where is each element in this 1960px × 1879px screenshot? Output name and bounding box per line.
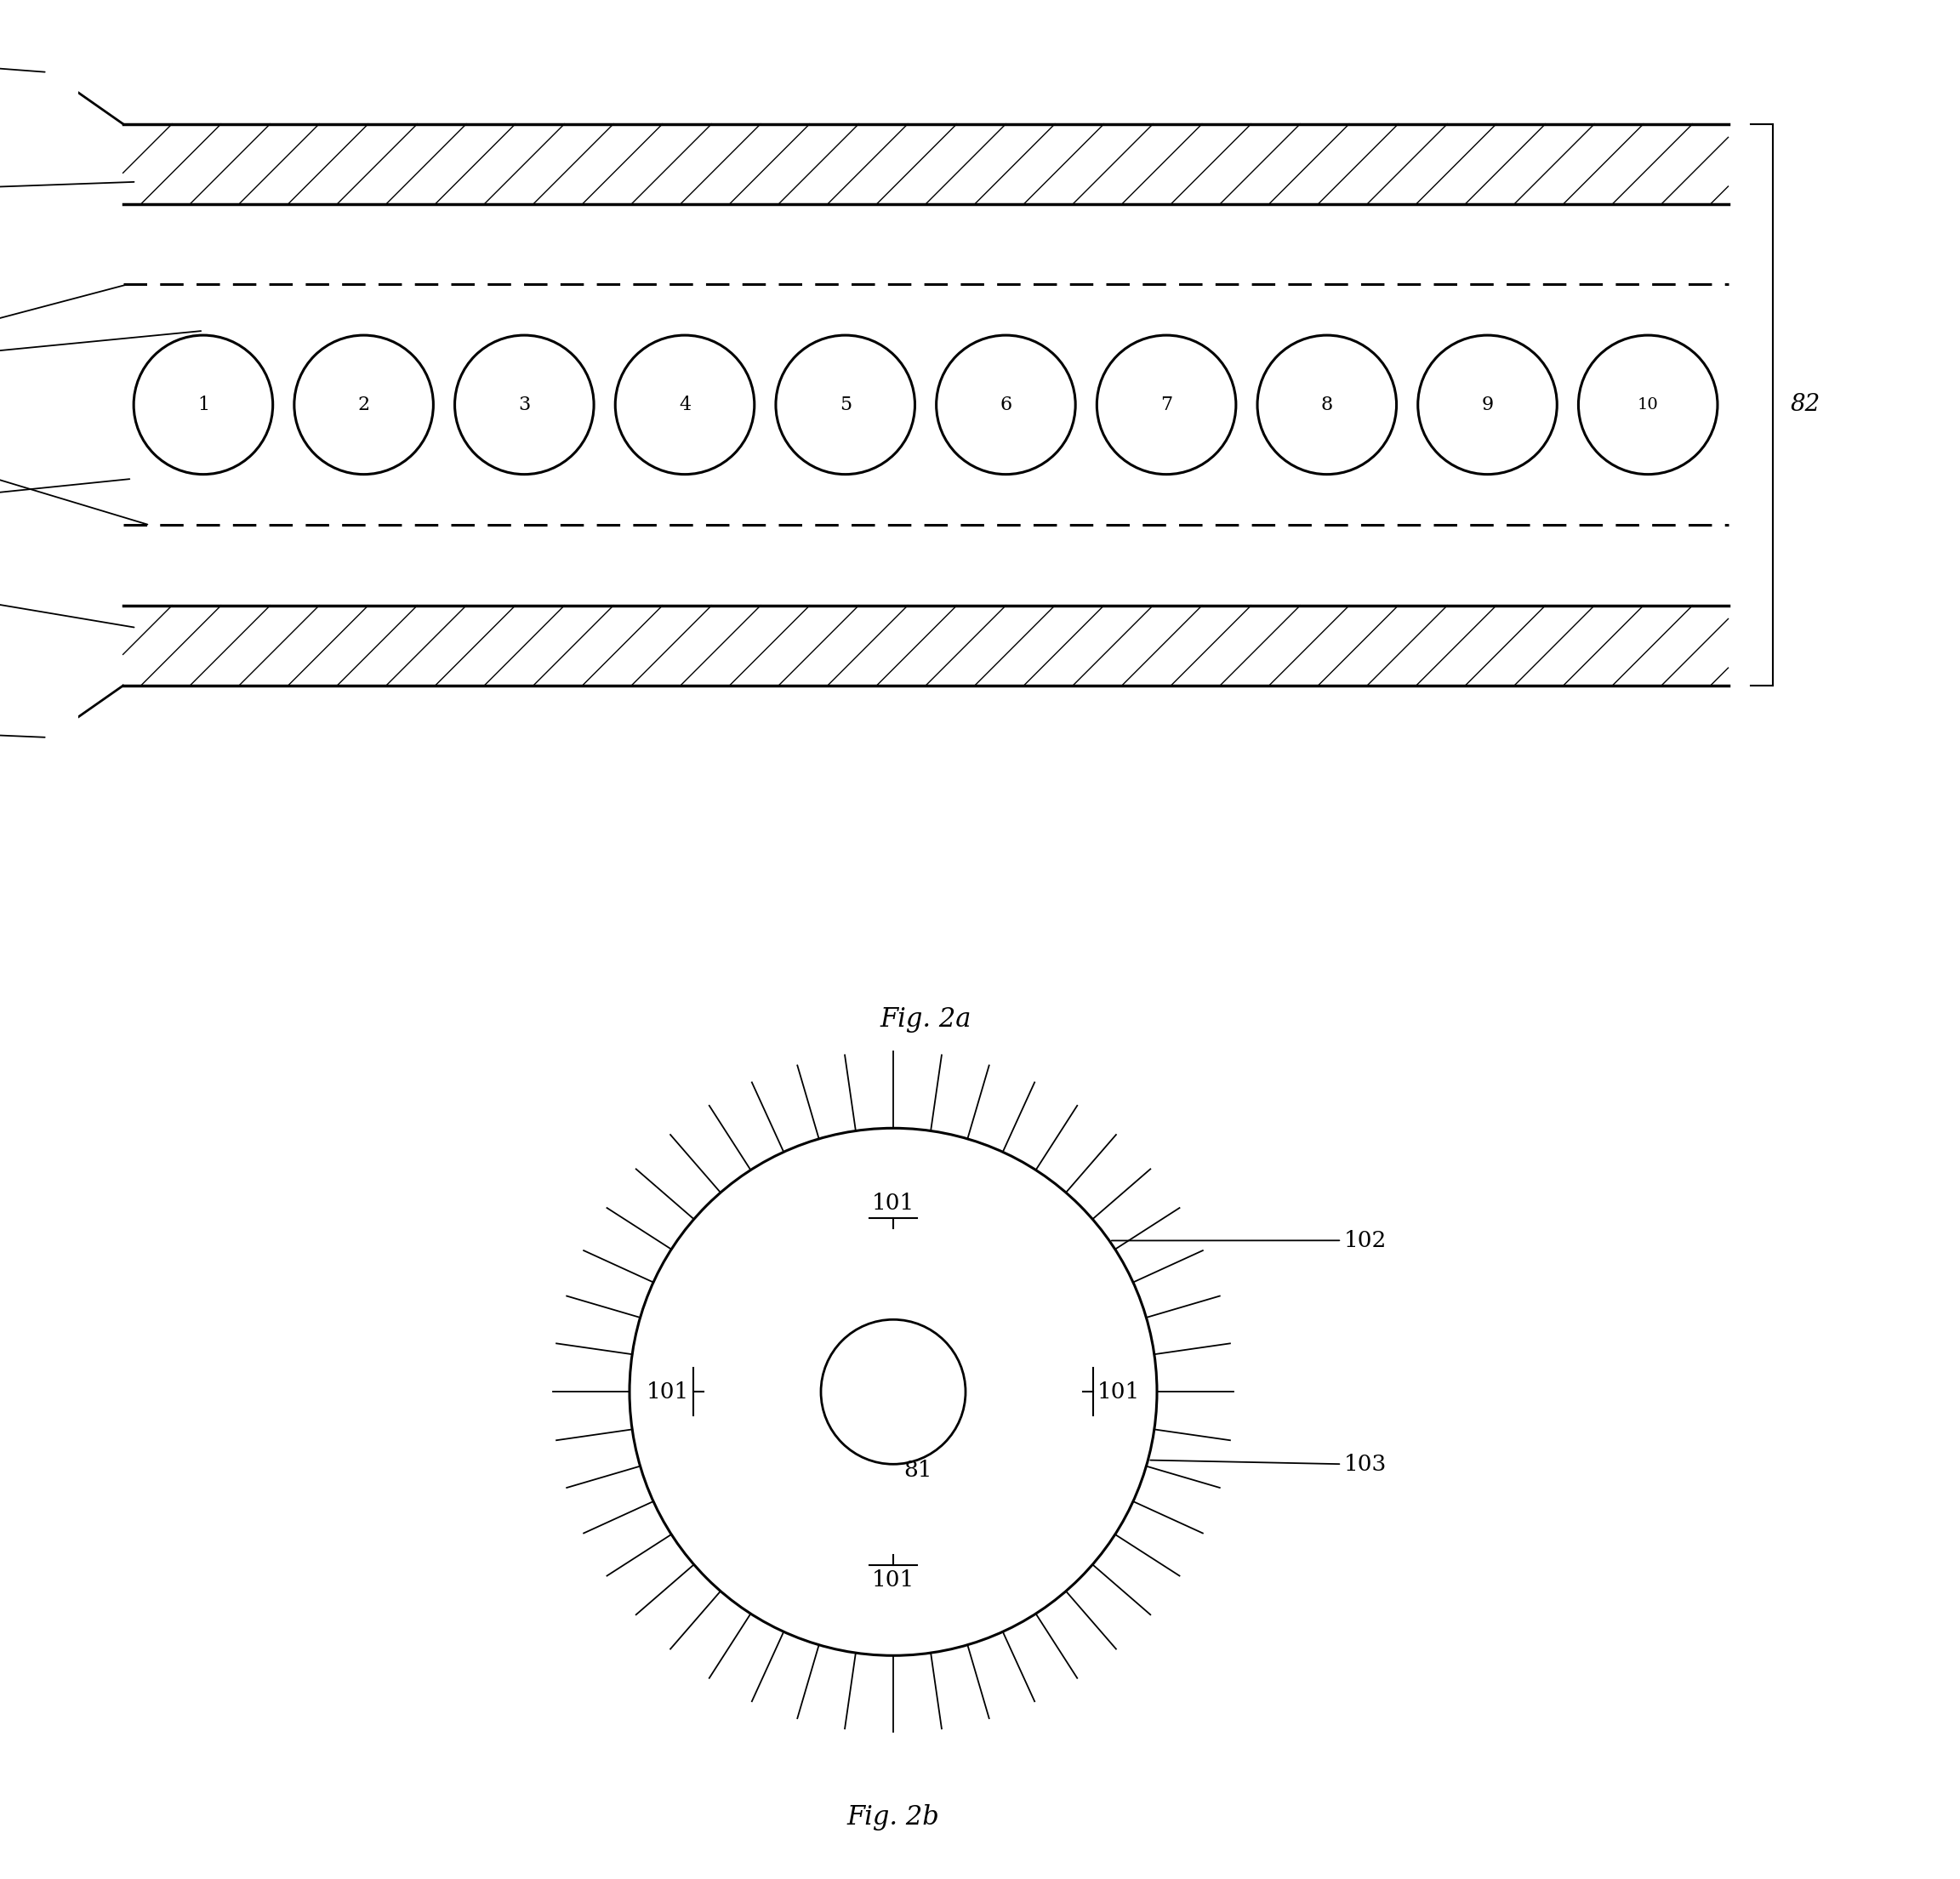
- Circle shape: [776, 334, 915, 474]
- Text: 7: 7: [1160, 395, 1172, 413]
- Text: 10: 10: [1637, 396, 1658, 412]
- Text: 3: 3: [517, 395, 531, 413]
- Circle shape: [615, 334, 755, 474]
- Text: 82: 82: [1791, 393, 1821, 417]
- Circle shape: [294, 334, 433, 474]
- Text: 101: 101: [0, 458, 147, 524]
- Text: 5: 5: [839, 395, 851, 413]
- Text: 4: 4: [678, 395, 690, 413]
- Text: 101: 101: [0, 286, 125, 338]
- Circle shape: [629, 1127, 1156, 1655]
- Text: Fig. 2a: Fig. 2a: [880, 1007, 972, 1033]
- Circle shape: [1578, 334, 1717, 474]
- Text: 102: 102: [0, 53, 45, 75]
- Circle shape: [455, 334, 594, 474]
- Text: 101: 101: [872, 1569, 915, 1592]
- Text: 2: 2: [359, 395, 370, 413]
- Text: 103: 103: [0, 584, 133, 628]
- Circle shape: [1098, 334, 1237, 474]
- Circle shape: [133, 334, 272, 474]
- Text: 6: 6: [1000, 395, 1011, 413]
- Text: 103: 103: [1151, 1454, 1388, 1475]
- Circle shape: [1417, 334, 1556, 474]
- Text: 81: 81: [0, 479, 129, 507]
- Text: 9: 9: [1482, 395, 1494, 413]
- Text: 101: 101: [1098, 1381, 1141, 1402]
- Text: 101: 101: [872, 1193, 915, 1214]
- Text: 102: 102: [0, 722, 45, 744]
- Text: 103: 103: [0, 179, 133, 199]
- Text: 8: 8: [1321, 395, 1333, 413]
- Text: 100: 100: [0, 331, 202, 365]
- Circle shape: [1258, 334, 1396, 474]
- Text: 102: 102: [1111, 1231, 1388, 1251]
- Text: 81: 81: [904, 1460, 931, 1481]
- Text: 101: 101: [647, 1381, 688, 1402]
- Text: Fig. 2b: Fig. 2b: [847, 1804, 939, 1830]
- Text: 1: 1: [198, 395, 210, 413]
- Circle shape: [937, 334, 1076, 474]
